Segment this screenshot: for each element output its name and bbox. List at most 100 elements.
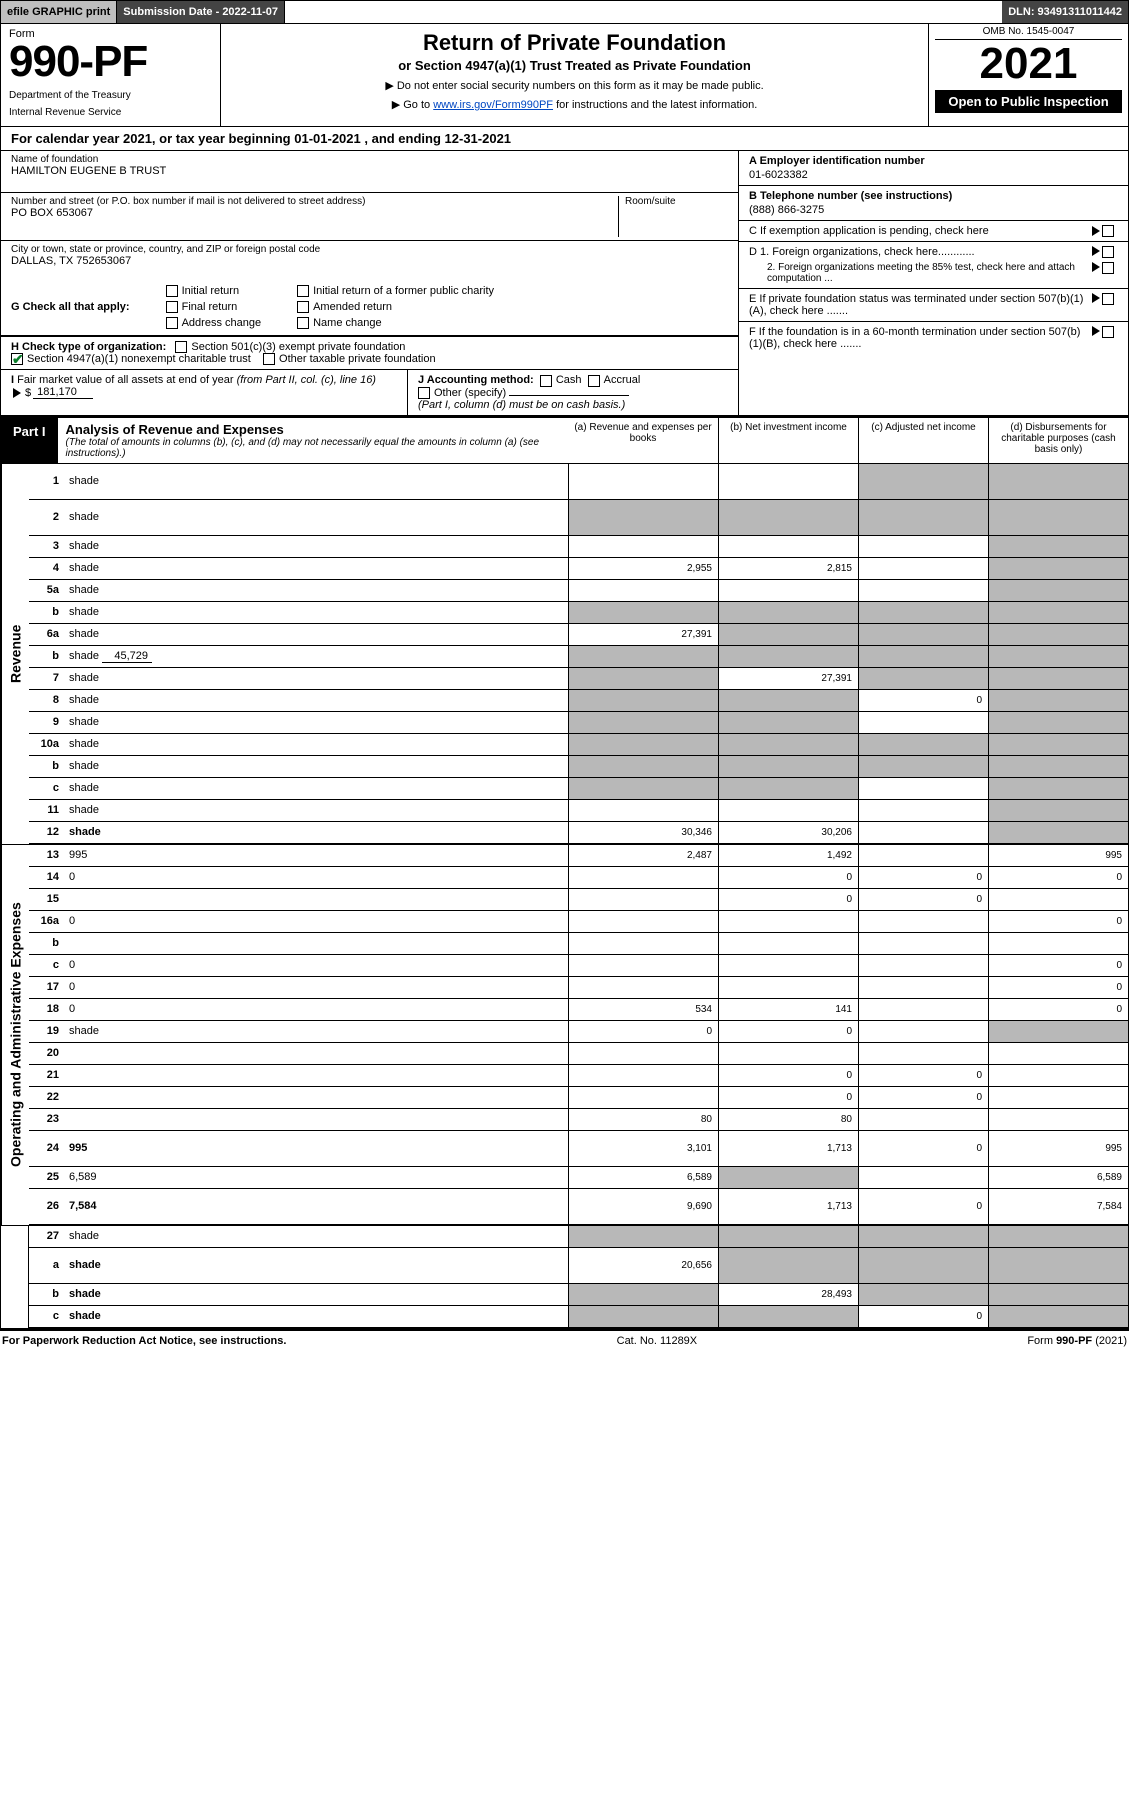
table-cell	[858, 999, 988, 1020]
room-label: Room/suite	[625, 196, 728, 207]
line-desc: shade	[63, 602, 568, 623]
line-desc: shade	[63, 800, 568, 821]
cb-d1[interactable]	[1102, 246, 1114, 258]
table-row: 6a shade 27,391	[29, 624, 1128, 646]
table-row: 11 shade	[29, 800, 1128, 822]
table-cell	[718, 1248, 858, 1283]
line-num: 7	[29, 668, 63, 689]
line-num: 23	[29, 1109, 63, 1130]
line-desc: shade	[63, 778, 568, 799]
entity-right: A Employer identification number 01-6023…	[738, 151, 1128, 415]
cb-4947a1[interactable]	[11, 353, 23, 365]
ein-label: A Employer identification number	[749, 155, 925, 167]
cb-name-change[interactable]	[297, 317, 309, 329]
cb-other-tax[interactable]	[263, 353, 275, 365]
entity-left: Name of foundation HAMILTON EUGENE B TRU…	[1, 151, 738, 415]
table-cell: 0	[858, 1087, 988, 1108]
d1-label: D 1. Foreign organizations, check here..…	[749, 246, 1090, 258]
table-cell	[568, 1065, 718, 1086]
line-desc: shade	[63, 1306, 568, 1327]
i-value: 181,170	[33, 386, 93, 399]
foundation-name: HAMILTON EUGENE B TRUST	[11, 165, 728, 177]
f-label: F If the foundation is in a 60-month ter…	[749, 326, 1090, 350]
line-desc: 0	[63, 867, 568, 888]
line-desc	[63, 1043, 568, 1064]
line-desc: shade	[63, 464, 568, 499]
table-cell: 995	[988, 845, 1128, 866]
cb-f[interactable]	[1102, 326, 1114, 338]
line-desc: 995	[63, 845, 568, 866]
cb-cash[interactable]	[540, 375, 552, 387]
table-cell: 3,101	[568, 1131, 718, 1166]
summary-section: 27 shade a shade 20,656 b shade 28,493 c…	[0, 1226, 1129, 1329]
irs-link[interactable]: www.irs.gov/Form990PF	[433, 99, 553, 111]
cb-e[interactable]	[1102, 293, 1114, 305]
cb-501c3[interactable]	[175, 341, 187, 353]
table-cell	[988, 933, 1128, 954]
line-num: 2	[29, 500, 63, 535]
line-num: b	[29, 933, 63, 954]
table-cell	[988, 500, 1128, 535]
part1-header: Part I Analysis of Revenue and Expenses …	[0, 416, 1129, 464]
line-desc: shade	[63, 1284, 568, 1305]
table-cell	[858, 800, 988, 821]
cb-accrual[interactable]	[588, 375, 600, 387]
table-cell	[858, 1109, 988, 1130]
opt-final: Final return	[182, 301, 238, 313]
efile-print-button[interactable]: efile GRAPHIC print	[1, 1, 117, 23]
line-desc: shade	[63, 580, 568, 601]
e-row: E If private foundation status was termi…	[739, 289, 1128, 322]
table-cell	[988, 889, 1128, 910]
expense-rows: 13 995 2,4871,492995 14 0 000 15 00 16a …	[29, 845, 1128, 1225]
line-desc: 7,584	[63, 1189, 568, 1224]
note-link: ▶ Go to www.irs.gov/Form990PF for instru…	[231, 98, 918, 111]
table-cell	[568, 1043, 718, 1064]
line-num: 19	[29, 1021, 63, 1042]
table-cell: 30,206	[718, 822, 858, 843]
table-cell	[858, 580, 988, 601]
table-cell	[858, 1248, 988, 1283]
cal-begin: 01-01-2021	[294, 131, 361, 146]
summary-rows: 27 shade a shade 20,656 b shade 28,493 c…	[29, 1226, 1128, 1328]
cb-address-change[interactable]	[166, 317, 178, 329]
cb-other-acct[interactable]	[418, 387, 430, 399]
table-cell	[988, 800, 1128, 821]
table-cell	[988, 580, 1128, 601]
table-row: c shade 0	[29, 1306, 1128, 1328]
line-num: 16a	[29, 911, 63, 932]
cb-c-pending[interactable]	[1102, 225, 1114, 237]
table-cell	[718, 955, 858, 976]
cb-final-return[interactable]	[166, 301, 178, 313]
summary-spacer	[1, 1226, 29, 1328]
cb-amended[interactable]	[297, 301, 309, 313]
table-cell	[988, 1226, 1128, 1247]
table-cell	[858, 977, 988, 998]
table-cell	[858, 464, 988, 499]
table-cell	[568, 536, 718, 557]
form-title: Return of Private Foundation	[231, 30, 918, 56]
arrow-icon	[1092, 262, 1100, 272]
addr-label: Number and street (or P.O. box number if…	[11, 196, 618, 207]
table-cell	[568, 602, 718, 623]
table-cell: 2,487	[568, 845, 718, 866]
line-num: 1	[29, 464, 63, 499]
table-cell	[858, 646, 988, 667]
footer: For Paperwork Reduction Act Notice, see …	[0, 1329, 1129, 1351]
footer-right: Form 990-PF (2021)	[1027, 1335, 1127, 1347]
cb-initial-return[interactable]	[166, 285, 178, 297]
cb-initial-former[interactable]	[297, 285, 309, 297]
table-cell: 80	[568, 1109, 718, 1130]
note2-pre: ▶ Go to	[392, 99, 433, 111]
table-cell	[718, 712, 858, 733]
table-cell	[858, 911, 988, 932]
table-cell	[858, 756, 988, 777]
line-num: 10a	[29, 734, 63, 755]
line-num: 18	[29, 999, 63, 1020]
table-row: 21 00	[29, 1065, 1128, 1087]
table-cell: 0	[858, 690, 988, 711]
col-c-hdr: (c) Adjusted net income	[858, 418, 988, 463]
cb-d2[interactable]	[1102, 262, 1114, 274]
line-desc: shade	[63, 756, 568, 777]
table-cell: 7,584	[988, 1189, 1128, 1224]
table-row: 4 shade 2,9552,815	[29, 558, 1128, 580]
